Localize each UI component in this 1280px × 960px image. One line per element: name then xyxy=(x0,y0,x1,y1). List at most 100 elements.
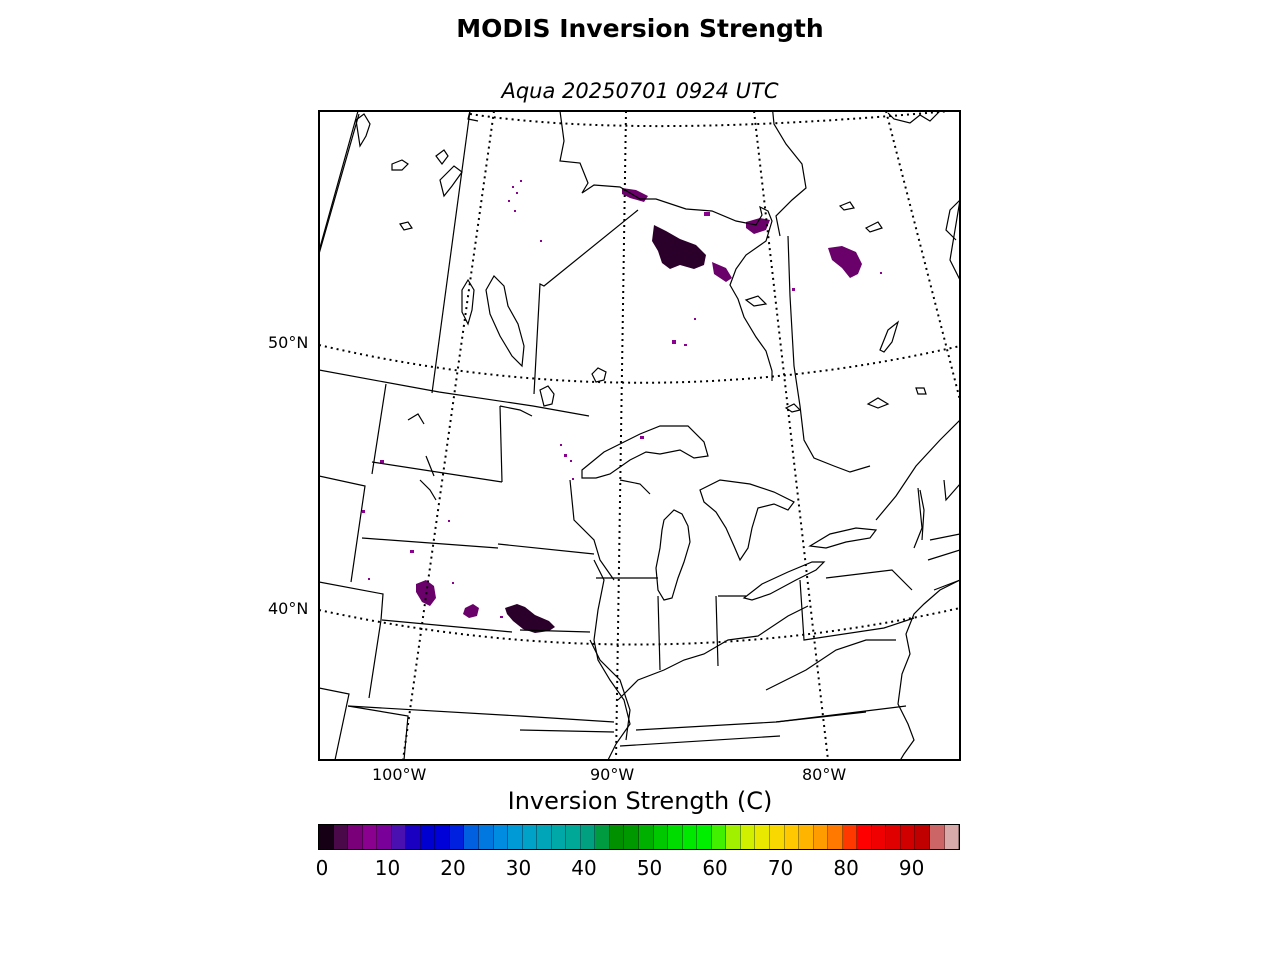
colorbar-swatch xyxy=(755,825,770,849)
colorbar-swatch xyxy=(653,825,669,849)
western-lakes xyxy=(399,221,425,425)
north-dakota-minnesota xyxy=(499,405,503,483)
lat-label-40n: 40°N xyxy=(268,599,309,618)
data-cluster-ontario-west xyxy=(652,225,706,269)
nebraska-kansas xyxy=(381,619,513,633)
colorbar-swatch xyxy=(522,825,538,849)
colorado-west xyxy=(319,581,384,699)
lon-label-90w: 90°W xyxy=(590,765,635,784)
colorbar-tick-label: 80 xyxy=(833,856,859,880)
illinois-indiana xyxy=(657,595,661,671)
meridian-90w xyxy=(615,111,627,760)
colorbar-swatch xyxy=(799,825,814,849)
colorbar-tick-label: 50 xyxy=(636,856,663,880)
colorbar-swatch xyxy=(711,825,727,849)
new-york-vermont xyxy=(913,487,923,549)
colorbar-tick-label: 70 xyxy=(767,856,794,880)
lake-michigan xyxy=(655,509,691,601)
colorbar-swatch xyxy=(857,825,872,849)
iowa-minnesota xyxy=(497,543,595,555)
parallel-40n xyxy=(319,607,960,646)
map-frame xyxy=(318,110,961,761)
colorbar-swatch xyxy=(406,825,421,849)
lake-of-woods xyxy=(539,385,555,407)
hudson-bay-coast xyxy=(559,111,773,381)
wyoming-border xyxy=(319,475,366,583)
texas-top xyxy=(347,705,409,760)
great-slave-lake xyxy=(355,113,371,148)
colorbar-swatch xyxy=(886,825,901,849)
st-lawrence xyxy=(875,419,960,521)
alberta-saskatchewan-border xyxy=(319,111,359,252)
colorbar-swatch xyxy=(668,825,683,849)
lake-winnipegosis xyxy=(461,278,475,326)
meridian-80w xyxy=(753,111,829,760)
colorbar-swatch xyxy=(828,825,843,849)
us-canada-border-west xyxy=(319,369,590,417)
iowa-missouri xyxy=(519,629,591,633)
lon-label-100w: 100°W xyxy=(372,765,427,784)
indiana-ohio xyxy=(715,595,719,667)
colorbar-swatch xyxy=(769,825,785,849)
colorbar-tick-label: 60 xyxy=(702,856,728,880)
quebec-lake-6 xyxy=(866,397,890,409)
colorbar-swatch xyxy=(784,825,800,849)
colorbar-swatch xyxy=(682,825,698,849)
north-south-dakota xyxy=(371,461,503,483)
colorbar-swatch xyxy=(391,825,407,849)
colorbar-swatch xyxy=(464,825,480,849)
colorbar-swatch xyxy=(348,825,363,849)
colorbar-swatch xyxy=(493,825,509,849)
colorbar-swatch xyxy=(333,825,349,849)
quebec-lake-1 xyxy=(838,201,855,211)
lake-nipigon xyxy=(591,367,607,383)
maine-border xyxy=(943,479,960,502)
colorbar-tick-label: 40 xyxy=(571,856,597,880)
nebraska-rivers xyxy=(419,455,437,501)
nwt-border xyxy=(319,113,360,255)
lake-island-1 xyxy=(435,149,449,165)
figure-title: MODIS Inversion Strength xyxy=(456,14,824,43)
new-england xyxy=(927,533,960,591)
montana-dakota-border xyxy=(371,383,387,475)
colorbar-swatch xyxy=(726,825,741,849)
colorbar-swatch xyxy=(537,825,552,849)
east-coast xyxy=(897,579,960,760)
tennessee-south xyxy=(619,735,781,747)
colorbar-swatch xyxy=(871,825,887,849)
political-boundaries xyxy=(319,111,960,760)
lake-island-2 xyxy=(439,165,463,198)
colorbar-swatch xyxy=(420,825,436,849)
arkansas-mid xyxy=(519,729,615,733)
data-cluster-nebraska-kansas xyxy=(505,604,555,633)
map-outlines xyxy=(319,111,960,760)
manitoba-ontario-border xyxy=(533,209,639,395)
colorbar-tick-label: 90 xyxy=(898,856,925,880)
south-dakota-nebraska xyxy=(361,537,499,549)
missouri-east xyxy=(589,639,631,741)
lake-erie xyxy=(742,561,826,601)
quebec-lake-2 xyxy=(864,221,883,233)
colorbar-swatch xyxy=(319,825,334,849)
colorbar-swatch xyxy=(580,825,596,849)
lat-label-50n: 50°N xyxy=(268,333,309,352)
colorbar-swatch xyxy=(566,825,581,849)
colorbar-swatch xyxy=(915,825,930,849)
quebec-lake-3 xyxy=(744,295,768,307)
virginia-border xyxy=(765,639,896,691)
graticule xyxy=(319,111,960,760)
quebec-labrador-border xyxy=(949,199,960,281)
lake-ontario xyxy=(808,527,878,549)
pennsylvania-border xyxy=(799,579,915,641)
colorbar-swatch xyxy=(697,825,712,849)
kansas-oklahoma xyxy=(347,705,521,717)
meridian-100w xyxy=(402,111,495,760)
meridian-70w xyxy=(885,111,960,401)
ny-pennsylvania xyxy=(825,569,913,591)
quebec-lake-4 xyxy=(915,387,927,395)
colorbar-swatch xyxy=(624,825,640,849)
james-bay-east-coast xyxy=(772,111,807,237)
lake-huron xyxy=(699,479,795,562)
colorbar-swatch xyxy=(595,825,610,849)
